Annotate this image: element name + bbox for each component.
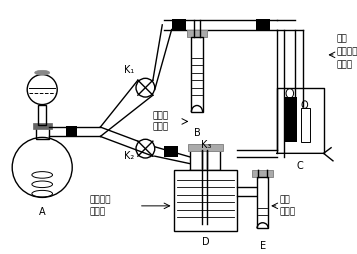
Text: C: C <box>297 161 303 171</box>
Text: 氢氧化钠: 氢氧化钠 <box>89 196 111 205</box>
Text: K₂: K₂ <box>124 151 134 161</box>
Text: K₁: K₁ <box>124 65 134 74</box>
Bar <box>66 126 77 137</box>
Text: 包有: 包有 <box>337 34 347 43</box>
Bar <box>36 126 49 139</box>
Bar <box>301 108 311 142</box>
Bar <box>190 150 220 170</box>
Bar <box>252 170 273 177</box>
Bar <box>174 170 237 231</box>
Text: 过氧化钠: 过氧化钠 <box>337 47 357 57</box>
Bar <box>33 123 52 129</box>
Bar <box>191 37 203 112</box>
Bar <box>39 105 46 125</box>
Text: D: D <box>202 237 209 247</box>
Bar <box>49 127 100 136</box>
Bar <box>164 146 178 157</box>
Bar <box>256 19 270 30</box>
Bar <box>187 29 207 37</box>
Ellipse shape <box>35 70 50 75</box>
Text: 的棉花: 的棉花 <box>337 61 353 70</box>
Bar <box>284 97 297 142</box>
Text: E: E <box>260 241 266 250</box>
Bar <box>257 177 268 228</box>
Text: A: A <box>39 207 46 217</box>
Text: 澄清: 澄清 <box>280 196 290 205</box>
Text: 浓溶液: 浓溶液 <box>89 207 105 216</box>
Text: B: B <box>193 128 200 138</box>
Bar <box>187 144 223 151</box>
Text: 紫色石: 紫色石 <box>153 111 169 120</box>
Text: K₃: K₃ <box>201 140 211 150</box>
Text: 石灰水: 石灰水 <box>280 207 296 216</box>
Bar <box>172 19 186 30</box>
Text: 蕊溶液: 蕊溶液 <box>153 123 169 132</box>
